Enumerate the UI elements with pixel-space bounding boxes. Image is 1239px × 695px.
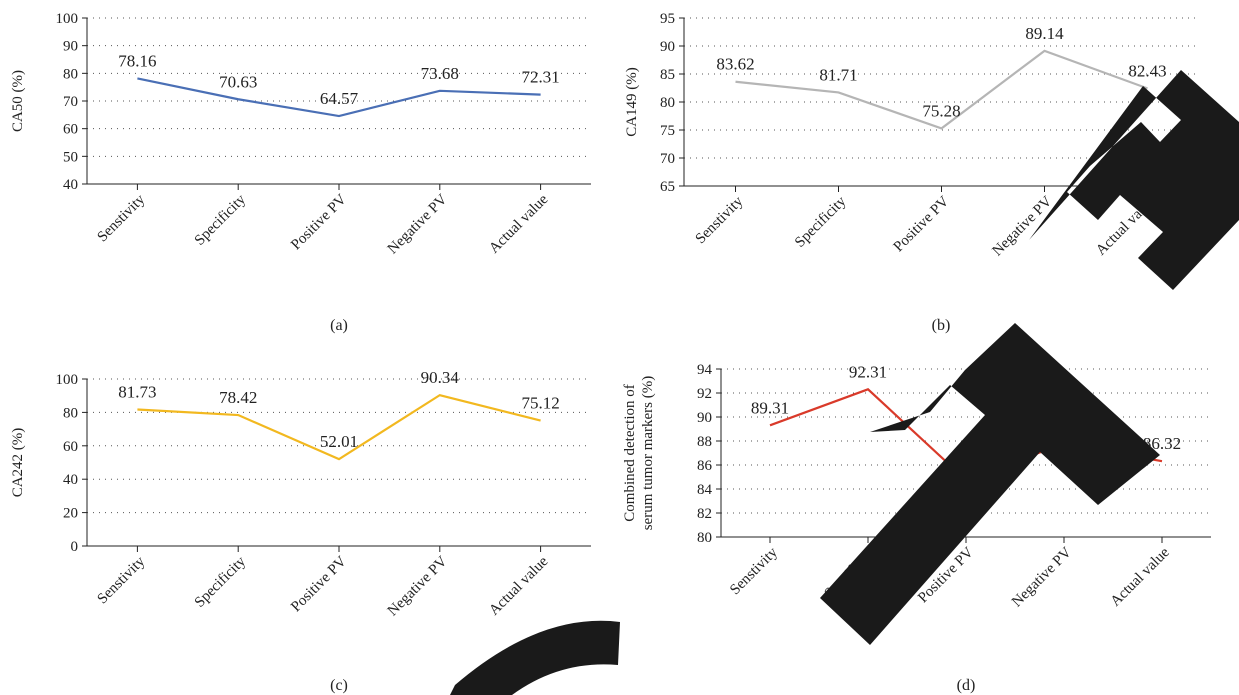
y-tick-label: 40 — [63, 177, 78, 193]
y-axis-title-line: Combined detection of — [622, 384, 638, 521]
x-tick-label: Positive PV — [288, 191, 350, 253]
x-tick-label: Actual value — [486, 191, 551, 256]
chart-panel-2: 0 20 40 60 80 100 Senstivity Specificity Positiv… — [10, 368, 591, 694]
y-tick-label: 100 — [56, 11, 79, 27]
x-tick-label: Senstivity — [94, 191, 148, 245]
data-label: 81.73 — [118, 383, 156, 402]
panel-letter: (c) — [330, 677, 348, 694]
x-tick-label: Negative PV — [1009, 544, 1075, 610]
x-tick-label: Negative PV — [990, 193, 1056, 259]
data-label: 52.01 — [320, 432, 358, 451]
y-tick-label: 0 — [71, 539, 79, 555]
y-axis-title: CA149 (%) — [624, 67, 640, 137]
data-label: 64.57 — [320, 89, 359, 108]
series-line — [735, 49, 1148, 130]
data-label: 75.12 — [521, 394, 559, 413]
data-label: 92.31 — [849, 362, 887, 381]
data-label: 83.62 — [716, 55, 754, 74]
y-tick-label: 65 — [660, 179, 675, 195]
y-tick-label: 60 — [63, 122, 78, 138]
y-tick-label: 84 — [697, 482, 713, 498]
data-label: 89.31 — [751, 398, 789, 417]
y-tick-label: 40 — [63, 472, 78, 488]
y-tick-label: 50 — [63, 149, 78, 165]
data-label: 73.68 — [421, 64, 459, 83]
data-label: 72.31 — [521, 68, 559, 87]
y-tick-label: 95 — [660, 11, 675, 27]
y-tick-label: 80 — [63, 66, 78, 82]
chart-panel-0: 40 50 60 70 80 90 100 Senstivity Specificity Posi… — [10, 11, 591, 334]
x-tick-label: Positive PV — [288, 553, 350, 615]
y-tick-label: 90 — [660, 39, 675, 55]
retracted-watermark — [450, 70, 1239, 695]
x-tick-label: Senstivity — [94, 553, 148, 607]
x-tick-label: Senstivity — [693, 193, 747, 247]
y-tick-label: 86 — [697, 458, 713, 474]
y-axis-title-line: serum tumor markers (%) — [640, 376, 656, 531]
y-tick-label: 60 — [63, 439, 78, 455]
series-line — [137, 77, 541, 118]
data-label: 89.14 — [1025, 24, 1064, 43]
y-axis-title: CA242 (%) — [10, 428, 26, 498]
data-label: 90.34 — [421, 368, 460, 387]
x-tick-label: Negative PV — [385, 553, 451, 619]
y-tick-label: 70 — [63, 94, 78, 110]
y-tick-label: 80 — [63, 405, 78, 421]
x-tick-label: Senstivity — [727, 544, 781, 598]
y-tick-label: 88 — [697, 434, 712, 450]
y-tick-label: 20 — [63, 506, 78, 522]
panel-letter: (b) — [932, 317, 951, 334]
data-label: 70.63 — [219, 72, 257, 91]
panel-letter: (a) — [330, 317, 348, 334]
series-line — [137, 393, 541, 461]
y-axis-title: CA50 (%) — [10, 70, 26, 132]
data-label: 78.42 — [219, 388, 257, 407]
y-tick-label: 70 — [660, 151, 675, 167]
watermark-shape — [450, 620, 620, 695]
data-label: 75.28 — [922, 101, 960, 120]
x-tick-label: Negative PV — [385, 191, 451, 257]
panel-letter: (d) — [957, 677, 976, 694]
y-tick-label: 80 — [660, 95, 675, 111]
y-tick-label: 94 — [697, 362, 713, 378]
y-tick-label: 92 — [697, 386, 712, 402]
y-tick-label: 75 — [660, 123, 675, 139]
data-label: 82.43 — [1128, 61, 1166, 80]
x-tick-label: Positive PV — [891, 193, 953, 255]
y-tick-label: 100 — [56, 372, 79, 388]
y-tick-label: 82 — [697, 506, 712, 522]
y-tick-label: 80 — [697, 530, 712, 546]
x-tick-label: Actual value — [1108, 544, 1173, 609]
watermark-shape — [1029, 70, 1239, 290]
x-tick-label: Specificity — [192, 191, 250, 249]
x-tick-label: Specificity — [192, 553, 250, 611]
watermark-shape — [820, 323, 1160, 645]
x-tick-label: Specificity — [792, 193, 850, 251]
x-tick-label: Actual value — [486, 553, 551, 618]
y-tick-label: 90 — [63, 39, 78, 55]
y-tick-label: 85 — [660, 67, 675, 83]
y-tick-label: 90 — [697, 410, 712, 426]
data-label: 78.16 — [118, 51, 156, 70]
data-label: 81.71 — [819, 65, 857, 84]
